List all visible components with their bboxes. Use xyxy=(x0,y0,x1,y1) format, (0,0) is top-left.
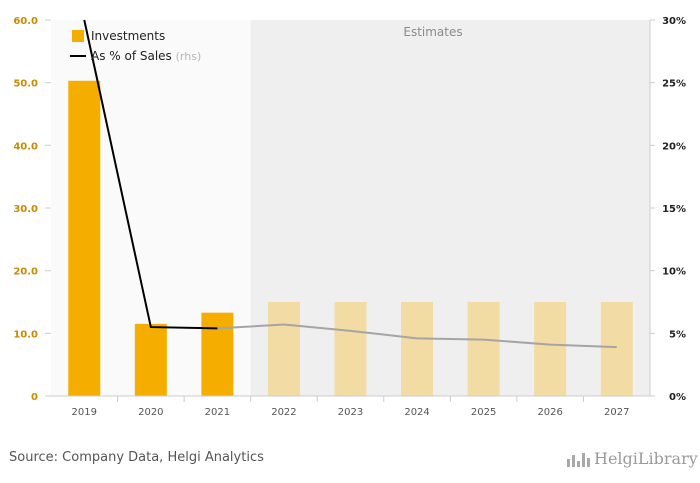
logo-text: HelgiLibrary xyxy=(594,449,698,468)
y-left-tick-label: 50.0 xyxy=(13,79,38,90)
bar-2026 xyxy=(534,302,567,396)
y-right-tick-label: 0% xyxy=(669,392,686,403)
axes: 0 10.0 20.0 30.0 40.0 50.0 60.0 0% 5% 10% 15% 20% 25… xyxy=(13,16,686,418)
y-right-tick-label: 20% xyxy=(662,141,686,152)
y-left-tick-label: 20.0 xyxy=(13,267,38,278)
y-left-tick-label: 0 xyxy=(31,392,38,403)
line-actual-segment xyxy=(83,19,218,330)
y-right-tick-label: 10% xyxy=(662,267,686,278)
investments-chart: 0 10.0 20.0 30.0 40.0 50.0 60.0 0% 5% 10% 15% 20% 25… xyxy=(13,16,686,418)
legend: Investments As % of Sales (rhs) xyxy=(70,29,201,63)
x-tick-label-2022: 2022 xyxy=(271,407,296,418)
logo-bars-icon xyxy=(567,451,590,467)
source-note: Source: Company Data, Helgi Analytics xyxy=(9,450,264,465)
x-tick-label-2019: 2019 xyxy=(72,407,97,418)
x-tick-label-2020: 2020 xyxy=(138,407,163,418)
bar-2025 xyxy=(467,302,500,396)
bar-2021 xyxy=(201,312,234,396)
line-series-pct-sales xyxy=(83,19,617,349)
y-left-tick-label: 40.0 xyxy=(13,141,38,152)
legend-label-investments: Investments xyxy=(91,29,165,43)
bar-2023 xyxy=(334,302,367,396)
y-left-tick-label: 10.0 xyxy=(13,329,38,340)
y-left-tick-label: 30.0 xyxy=(13,204,38,215)
x-tick-label-2027: 2027 xyxy=(604,407,629,418)
line-estimated-segment xyxy=(217,323,617,349)
x-tick-label-2021: 2021 xyxy=(205,407,230,418)
bar-2027 xyxy=(600,302,633,396)
y-right-tick-label: 5% xyxy=(669,329,686,340)
helgi-library-logo: HelgiLibrary xyxy=(567,449,698,468)
bar-series-investments xyxy=(68,80,633,396)
y-right-tick-label: 15% xyxy=(662,204,686,215)
legend-swatch-investments xyxy=(72,30,84,42)
bar-2022 xyxy=(267,302,300,396)
y-right-tick-label: 25% xyxy=(662,79,686,90)
x-tick-label-2026: 2026 xyxy=(537,407,562,418)
bar-2020 xyxy=(134,323,167,396)
y-right-tick-label: 30% xyxy=(662,16,686,27)
x-tick-label-2025: 2025 xyxy=(471,407,496,418)
legend-label-pct-sales: As % of Sales (rhs) xyxy=(91,49,201,63)
x-tick-label-2024: 2024 xyxy=(404,407,429,418)
estimates-label: Estimates xyxy=(403,25,462,39)
estimates-background xyxy=(250,20,650,396)
y-left-tick-label: 60.0 xyxy=(13,16,38,27)
bar-2019 xyxy=(68,80,101,396)
x-tick-label-2023: 2023 xyxy=(338,407,363,418)
bar-2024 xyxy=(401,302,434,396)
